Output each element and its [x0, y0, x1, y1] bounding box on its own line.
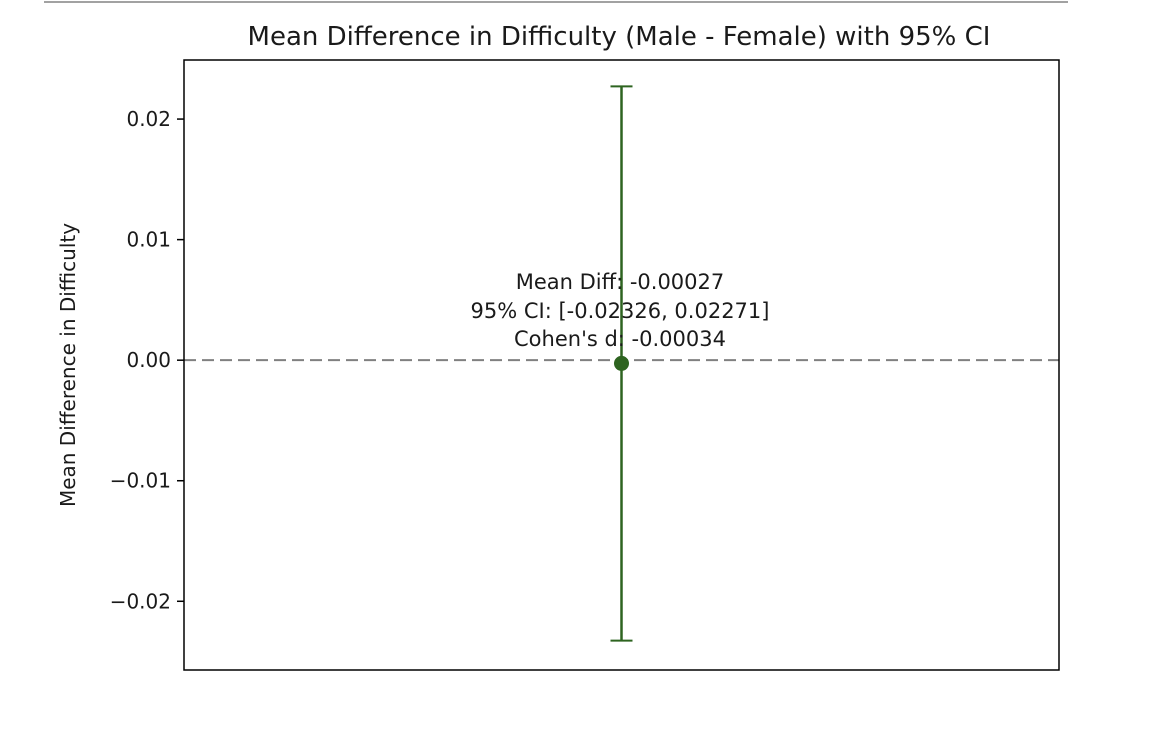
chart-title: Mean Difference in Difficulty (Male - Fe… — [248, 22, 991, 52]
y-tick-label: −0.02 — [110, 589, 171, 613]
y-axis-ticks: 0.02 0.01 0.00 −0.01 −0.02 — [110, 107, 184, 613]
annotation-ci: 95% CI: [-0.02326, 0.02271] — [471, 299, 770, 323]
annotation-mean-diff: Mean Diff: -0.00027 — [516, 270, 725, 294]
plot-frame — [183, 59, 1060, 671]
mean-point — [614, 355, 629, 371]
y-tick-label: 0.01 — [126, 228, 171, 252]
y-tick-label: 0.00 — [126, 348, 171, 372]
y-tick-label: 0.02 — [126, 107, 171, 131]
y-axis-label: Mean Difference in Difficulty — [56, 223, 80, 507]
y-tick-label: −0.01 — [110, 469, 171, 493]
annotation: Mean Diff: -0.00027 95% CI: [-0.02326, 0… — [471, 270, 770, 351]
annotation-cohens-d: Cohen's d: -0.00034 — [514, 327, 726, 351]
